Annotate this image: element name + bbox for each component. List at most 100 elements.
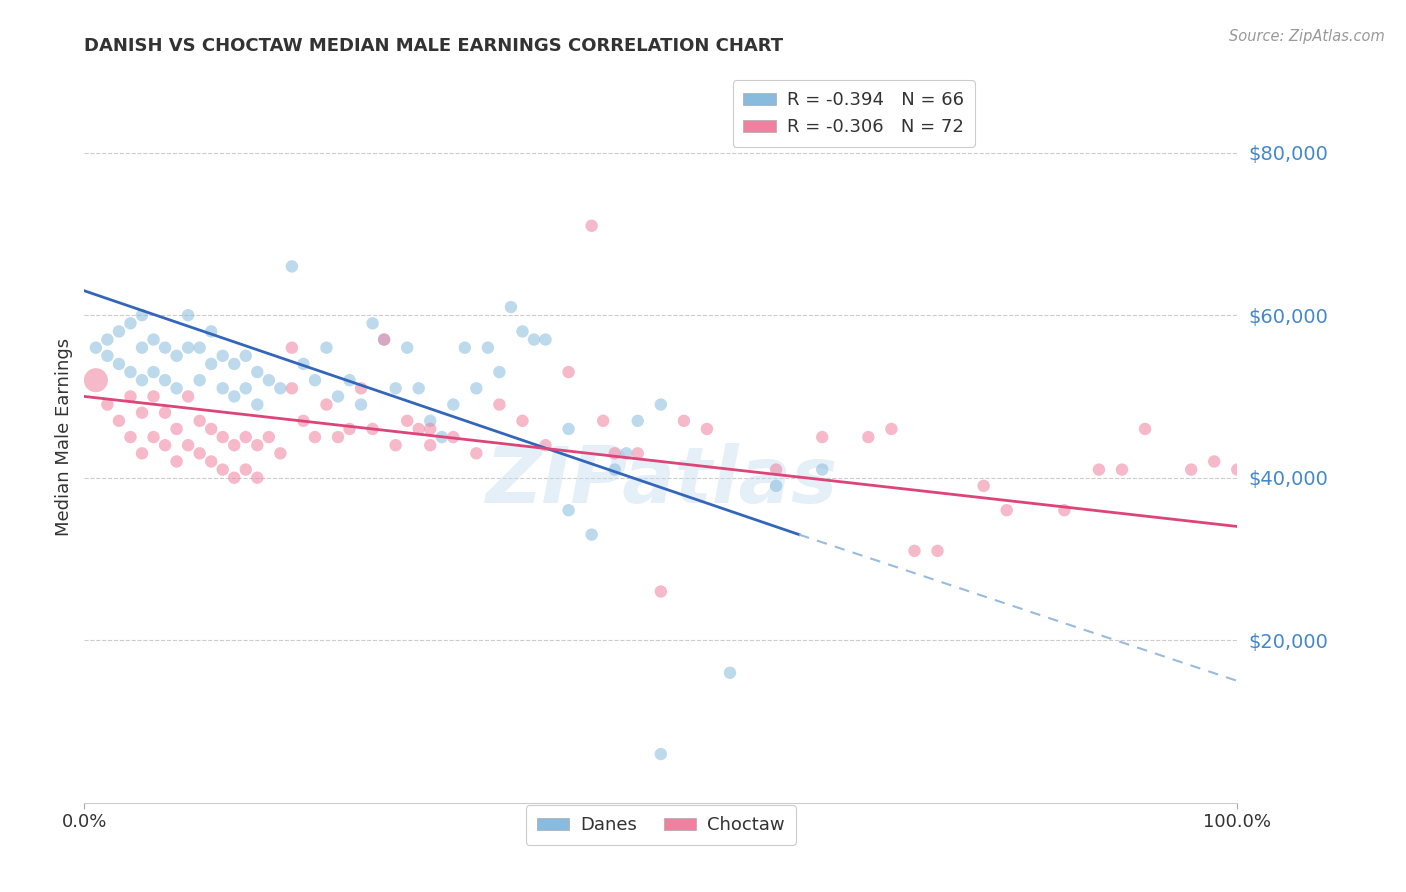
Point [200,422,222,436]
Point [384,381,406,395]
Point [131,308,153,322]
Point [246,365,269,379]
Point [211,381,233,395]
Point [131,406,153,420]
Text: Source: ZipAtlas.com: Source: ZipAtlas.com [1229,29,1385,44]
Point [973,479,995,493]
Point [315,398,337,412]
Point [373,333,395,347]
Point [419,438,441,452]
Point [557,503,579,517]
Point [811,430,834,444]
Point [557,365,579,379]
Point [292,414,315,428]
Point [188,341,211,355]
Point [153,406,176,420]
Point [1133,422,1156,436]
Point [408,422,430,436]
Point [177,308,200,322]
Point [858,430,880,444]
Point [441,430,464,444]
Point [142,430,165,444]
Point [880,422,903,436]
Point [142,333,165,347]
Point [1111,462,1133,476]
Point [224,438,246,452]
Point [408,381,430,395]
Point [177,341,200,355]
Legend: Danes, Choctaw: Danes, Choctaw [526,805,796,845]
Point [650,584,672,599]
Point [477,341,499,355]
Point [246,471,269,485]
Point [811,462,834,476]
Point [96,333,118,347]
Point [269,381,291,395]
Point [581,219,603,233]
Point [534,438,557,452]
Point [326,430,349,444]
Point [177,389,200,403]
Point [166,422,188,436]
Point [361,422,384,436]
Point [534,333,557,347]
Point [120,316,142,330]
Point [142,389,165,403]
Point [153,341,176,355]
Point [350,381,373,395]
Point [281,341,304,355]
Point [672,414,695,428]
Point [903,544,925,558]
Point [188,446,211,460]
Point [1226,462,1249,476]
Point [292,357,315,371]
Point [512,414,534,428]
Point [315,341,337,355]
Point [304,373,326,387]
Point [718,665,741,680]
Point [523,333,546,347]
Point [120,389,142,403]
Point [603,446,626,460]
Point [1088,462,1111,476]
Point [281,381,304,395]
Point [465,446,488,460]
Point [603,462,626,476]
Point [131,373,153,387]
Point [995,503,1018,517]
Point [696,422,718,436]
Point [361,316,384,330]
Point [235,381,257,395]
Point [512,325,534,339]
Point [188,373,211,387]
Point [153,438,176,452]
Point [419,414,441,428]
Point [235,462,257,476]
Point [211,430,233,444]
Point [224,389,246,403]
Point [465,381,488,395]
Point [224,357,246,371]
Point [627,446,650,460]
Point [650,398,672,412]
Point [96,349,118,363]
Point [627,414,650,428]
Point [339,422,361,436]
Point [108,414,131,428]
Point [614,446,637,460]
Point [396,341,419,355]
Point [339,373,361,387]
Point [499,300,522,314]
Point [557,422,579,436]
Point [120,365,142,379]
Point [211,462,233,476]
Point [246,438,269,452]
Point [454,341,477,355]
Point [246,398,269,412]
Point [1180,462,1202,476]
Point [235,430,257,444]
Point [257,430,280,444]
Point [120,430,142,444]
Point [373,333,395,347]
Point [384,438,406,452]
